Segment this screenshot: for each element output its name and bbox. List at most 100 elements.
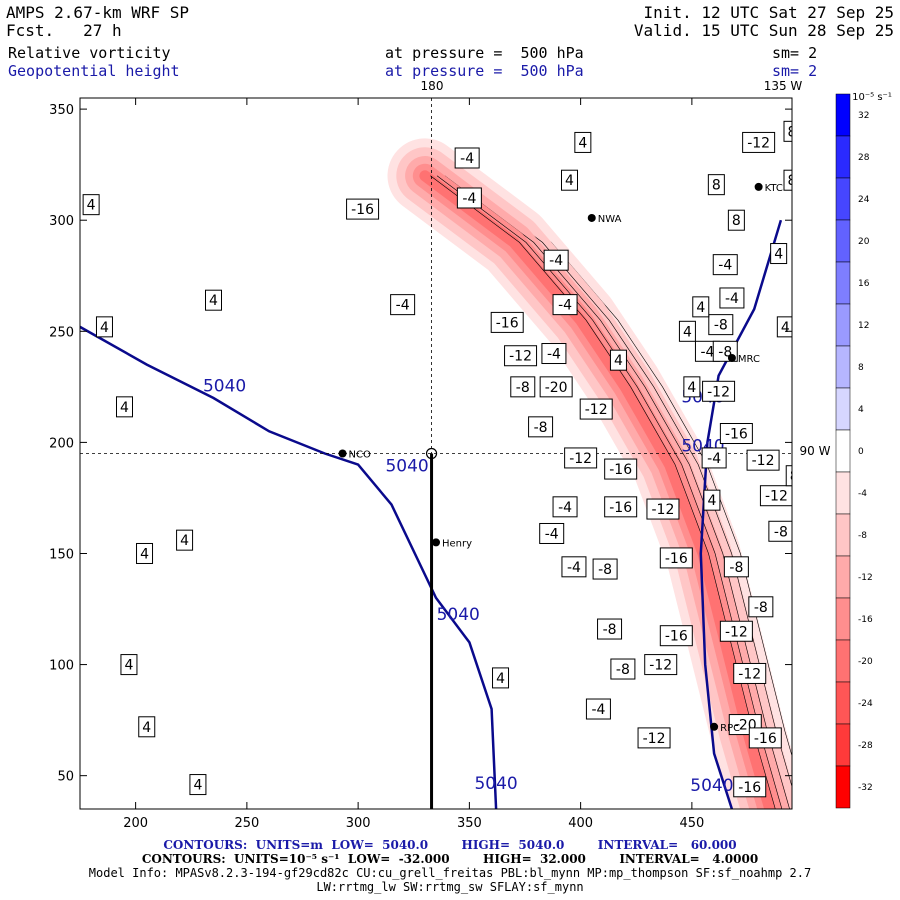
contour-label: -20 [539,376,573,398]
contour-label-box [82,194,100,216]
colorbar-unit: 10⁻⁵ s⁻¹ [852,92,892,103]
forecast-hour: Fcst. 27 h [6,21,122,40]
contour-label-value: 4 [781,320,790,336]
contour-label-value: -20 [545,380,568,396]
colorbar-tick-label: 28 [858,153,870,163]
contour-label: -12 [579,398,613,420]
contour-label: -8 [510,376,536,398]
contour-label-box [746,449,780,471]
y-tick-label: 300 [49,214,74,229]
colorbar-swatch [835,303,851,347]
contour-label-box [644,654,678,676]
contour-label: -12 [733,662,767,684]
height-contour-5040-west [80,325,498,809]
contour-label-box [719,423,753,445]
contour-label-box [703,489,721,511]
contour-label-value: 8 [712,178,721,194]
contour-label: 8 [727,209,745,231]
station-name: MRC [738,354,760,365]
contour-label-value: -4 [396,298,410,314]
contour-label-box [659,625,693,647]
contour-label: -8 [528,416,554,438]
contour-label: -12 [646,498,680,520]
contour-label: -16 [733,776,767,798]
vorticity-contour-line [430,175,776,809]
contour-label-value: 4 [142,720,151,736]
contour-label-value: -4 [718,258,732,274]
x-tick-label: 250 [234,816,259,831]
contour-label-value: 8 [732,213,741,229]
contour-label-box [492,667,510,689]
contour-label: -4 [539,522,565,544]
station-rpc: RPC [710,722,740,734]
contour-label-value: 4 [614,353,623,369]
contour-label-value: -4 [591,702,605,718]
contour-label: -4 [541,343,567,365]
colorbar-swatch [835,681,851,725]
y-tick-label: 350 [49,103,74,118]
contour-label: -16 [346,198,380,220]
contour-label: -16 [748,727,782,749]
contour-label: 4 [683,376,701,398]
colorbar-tick-label: -4 [858,489,867,499]
contour-label-value: -16 [496,315,519,331]
colorbar-tick-label: -24 [858,699,873,709]
contour-label: 4 [116,396,133,418]
contour-label-box [528,416,554,438]
contour-label-value: -4 [725,291,739,307]
axes: 200 250 300 350 400 450 50 100 150 200 250 300 350 [49,98,792,831]
contour-label-box [727,209,745,231]
contour-label: -16 [604,496,638,518]
contour-label-value: -4 [462,191,476,207]
contour-label-value: 4 [687,380,696,396]
contour-label-value: 4 [696,300,705,316]
colorbar-tick-label: -28 [858,741,873,751]
contour-label-value: 4 [774,247,783,263]
contour-label: -12 [564,447,598,469]
contour-label-value: -16 [665,629,688,645]
station-henry: Henry [432,538,472,549]
contour-label-box [748,727,782,749]
colorbar-tick-label: 20 [858,237,870,247]
contour-label: -12 [746,449,780,471]
contour-label-box [646,498,680,520]
contour-label-box [585,698,611,720]
colorbar-tick-label: 32 [858,111,869,121]
lon-180-label: 180 [421,79,444,93]
contour-label-box [564,447,598,469]
colorbar-swatch [835,261,851,305]
station-nco: NCO [338,449,371,461]
contour-label-box [719,620,753,642]
contour-label: -4 [454,147,480,169]
contour-label-value: 8 [788,173,797,189]
footer-physics-info: LW:rrtmg_lw SW:rrtmg_sw SFLAY:sf_mynn [316,880,584,894]
contour-label-box [454,147,480,169]
contour-label-box [604,496,638,518]
lon-135w-label: 135 W [764,79,803,93]
contour-label-value: 4 [565,173,574,189]
colorbar-swatch [835,471,851,515]
x-tick-label: 200 [123,816,148,831]
contour-label: 4 [136,542,154,564]
contour-label-box [561,556,587,578]
contour-label: 4 [205,289,222,311]
contour-label-value: -16 [609,500,632,516]
contour-label-box [783,169,792,191]
contour-label-value: -12 [725,624,748,640]
station-mrc: MRC [727,353,760,365]
contour-label: -8 [610,658,636,680]
valid-time: Valid. 15 UTC Sun 28 Sep 25 [633,21,894,40]
contour-label: -4 [585,698,611,720]
contour-label: 4 [678,320,696,342]
contour-label-value: -4 [558,500,572,516]
contour-label-box [610,658,636,680]
colorbar-tick-label: -8 [858,531,867,541]
station-dot [754,182,763,191]
contour-label-value: -4 [545,526,559,542]
contour-label-box [719,287,745,309]
contour-label-value: 4 [683,324,692,340]
height-contour-label: 5040 [385,456,428,476]
contour-label-value: -12 [652,502,675,518]
contour-label-box [683,376,701,398]
contour-label: -4 [552,496,578,518]
